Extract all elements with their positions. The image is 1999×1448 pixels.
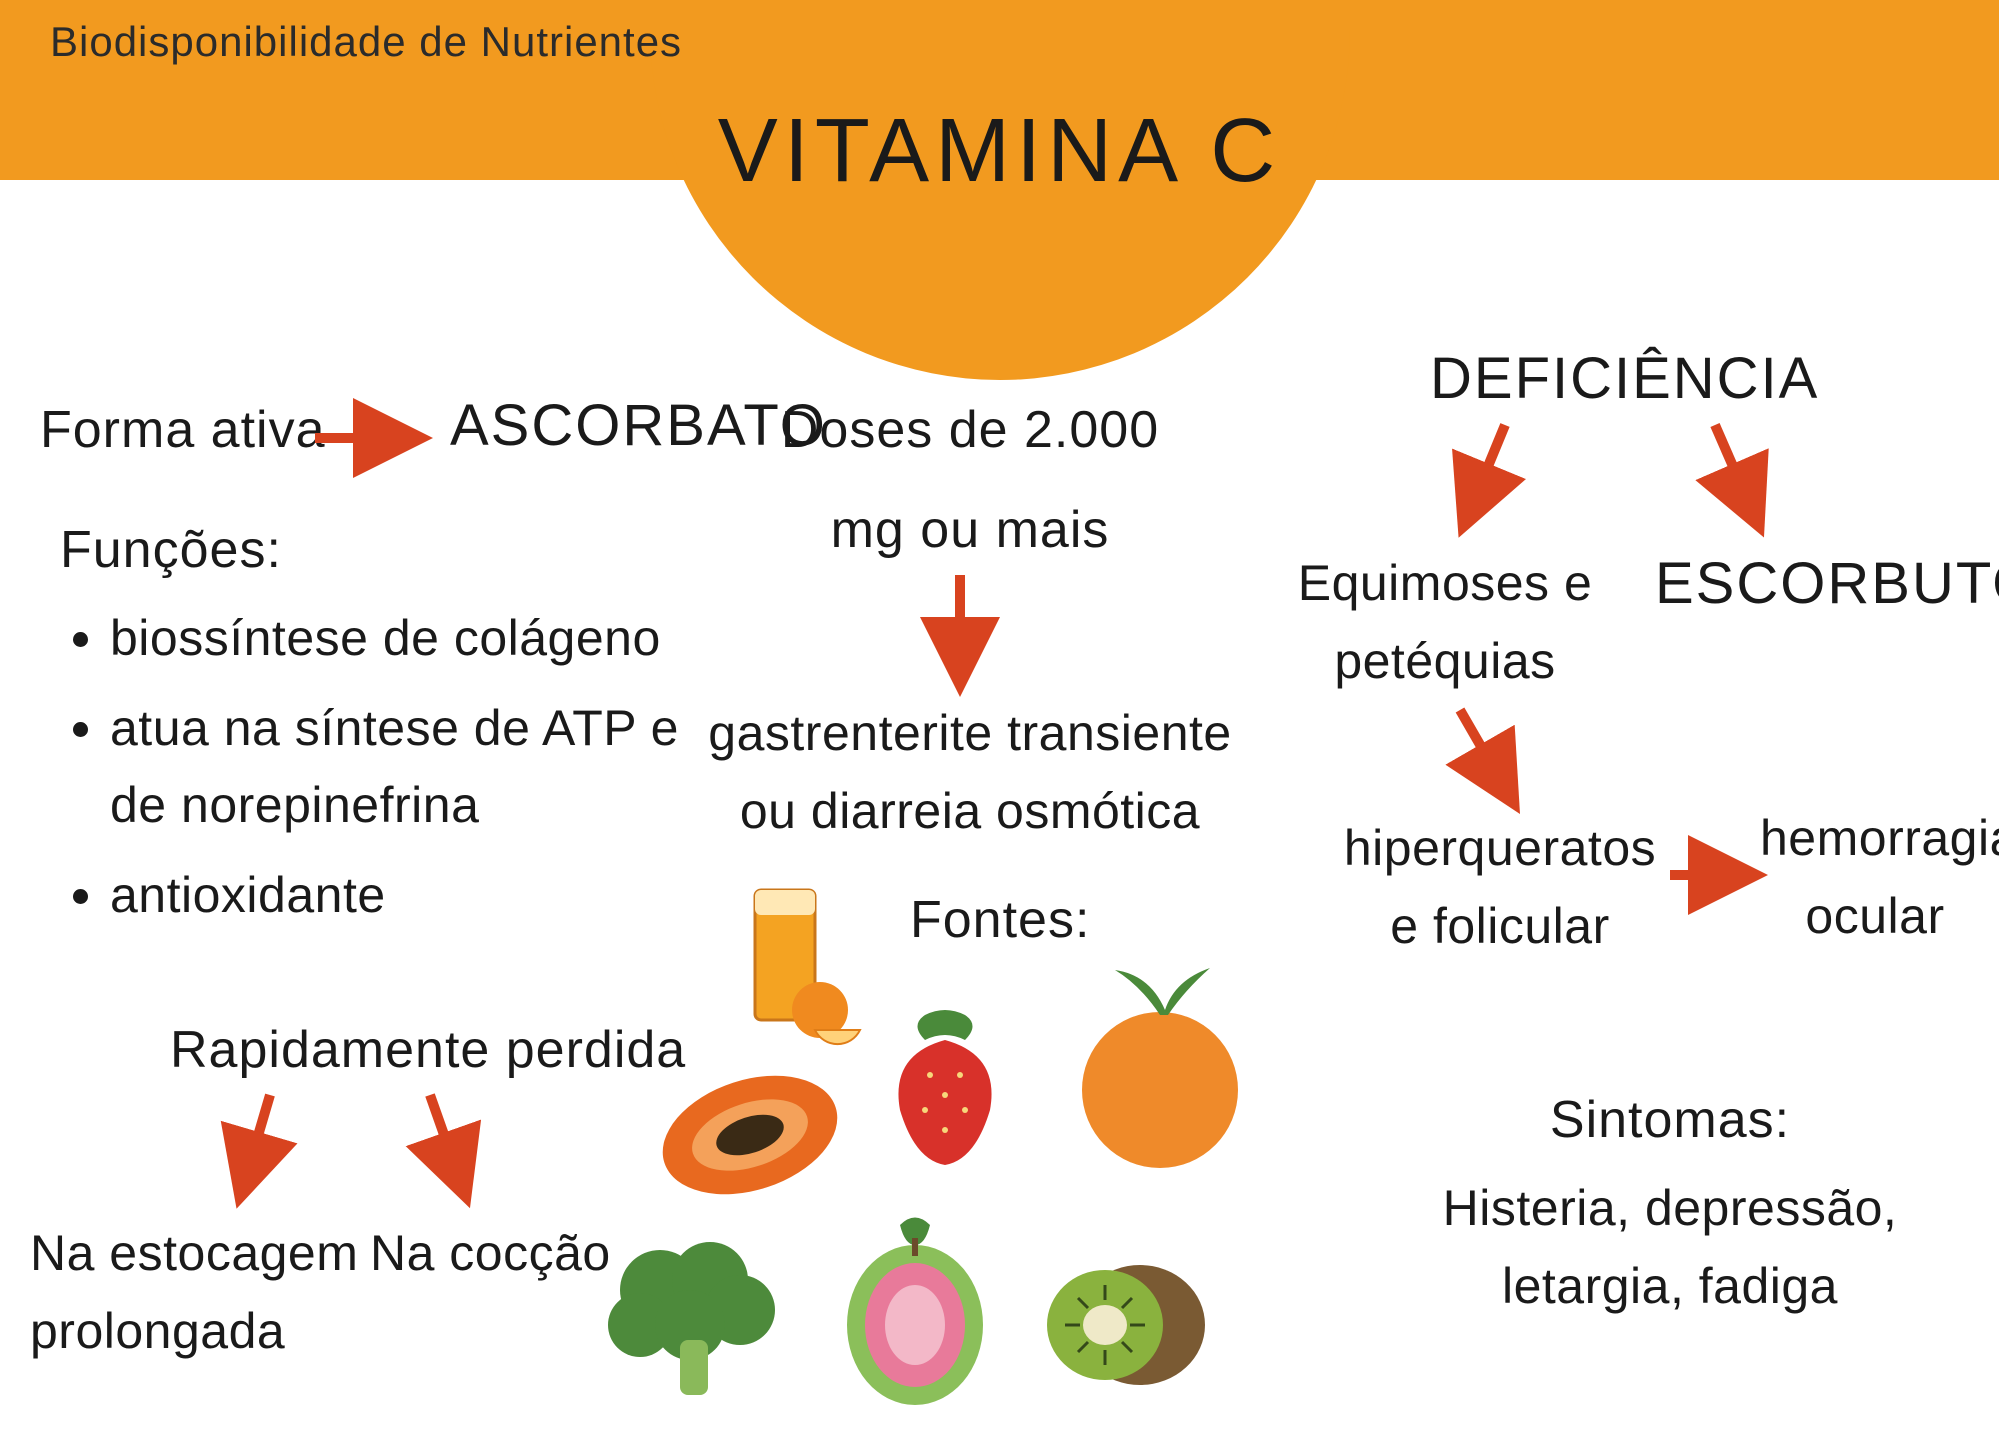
sintomas-body: Histeria, depressão, letargia, fadiga xyxy=(1390,1170,1950,1325)
forma-ativa-label: Forma ativa xyxy=(40,400,326,460)
fontes-label: Fontes: xyxy=(910,890,1090,950)
arrow-down-left-icon xyxy=(230,1095,290,1205)
deficiencia-step3: hemorragia ocular xyxy=(1760,800,1990,955)
funcoes-item: atua na síntese de ATP e de norepinefrin… xyxy=(110,690,680,845)
arrow-right-icon xyxy=(1670,855,1760,895)
guava-icon xyxy=(830,1200,1000,1410)
sintomas-label: Sintomas: xyxy=(1420,1090,1920,1150)
deficiencia-step2: hiperqueratos e folicular xyxy=(1340,810,1660,965)
arrow-right-icon xyxy=(315,418,425,458)
doses-line1: Doses de 2.000 xyxy=(770,400,1170,460)
deficiencia-branch-right: ESCORBUTO xyxy=(1655,550,1999,617)
arrow-down-right-icon xyxy=(1700,425,1770,535)
page-subtitle: Biodisponibilidade de Nutrientes xyxy=(50,18,682,66)
arrow-down-icon xyxy=(940,575,980,690)
orange-juice-icon xyxy=(720,880,870,1050)
doses-line2: mg ou mais xyxy=(770,500,1170,560)
papaya-icon xyxy=(650,1060,850,1210)
strawberry-icon xyxy=(870,1000,1020,1170)
deficiencia-branch-left: Equimoses e petéquias xyxy=(1280,545,1610,700)
funcoes-item: biossíntese de colágeno xyxy=(110,600,680,678)
funcoes-item: antioxidante xyxy=(110,857,680,935)
arrow-down-left-icon xyxy=(1455,425,1525,535)
page-title: VITAMINA C xyxy=(718,100,1281,203)
arrow-down-right-icon xyxy=(1450,710,1530,810)
perdida-label: Rapidamente perdida xyxy=(170,1020,686,1080)
kiwi-icon xyxy=(1030,1250,1210,1400)
funcoes-label: Funções: xyxy=(60,520,282,580)
perdida-right: Na cocção xyxy=(370,1215,611,1293)
funcoes-list: biossíntese de colágeno atua na síntese … xyxy=(60,600,680,946)
broccoli-icon xyxy=(590,1230,790,1410)
doses-effect: gastrenterite transiente ou diarreia osm… xyxy=(690,695,1250,850)
perdida-left: Na estocagem prolongada xyxy=(30,1215,370,1370)
orange-icon xyxy=(1060,960,1260,1170)
arrow-down-right-icon xyxy=(420,1095,480,1205)
deficiencia-label: DEFICIÊNCIA xyxy=(1430,345,1819,412)
